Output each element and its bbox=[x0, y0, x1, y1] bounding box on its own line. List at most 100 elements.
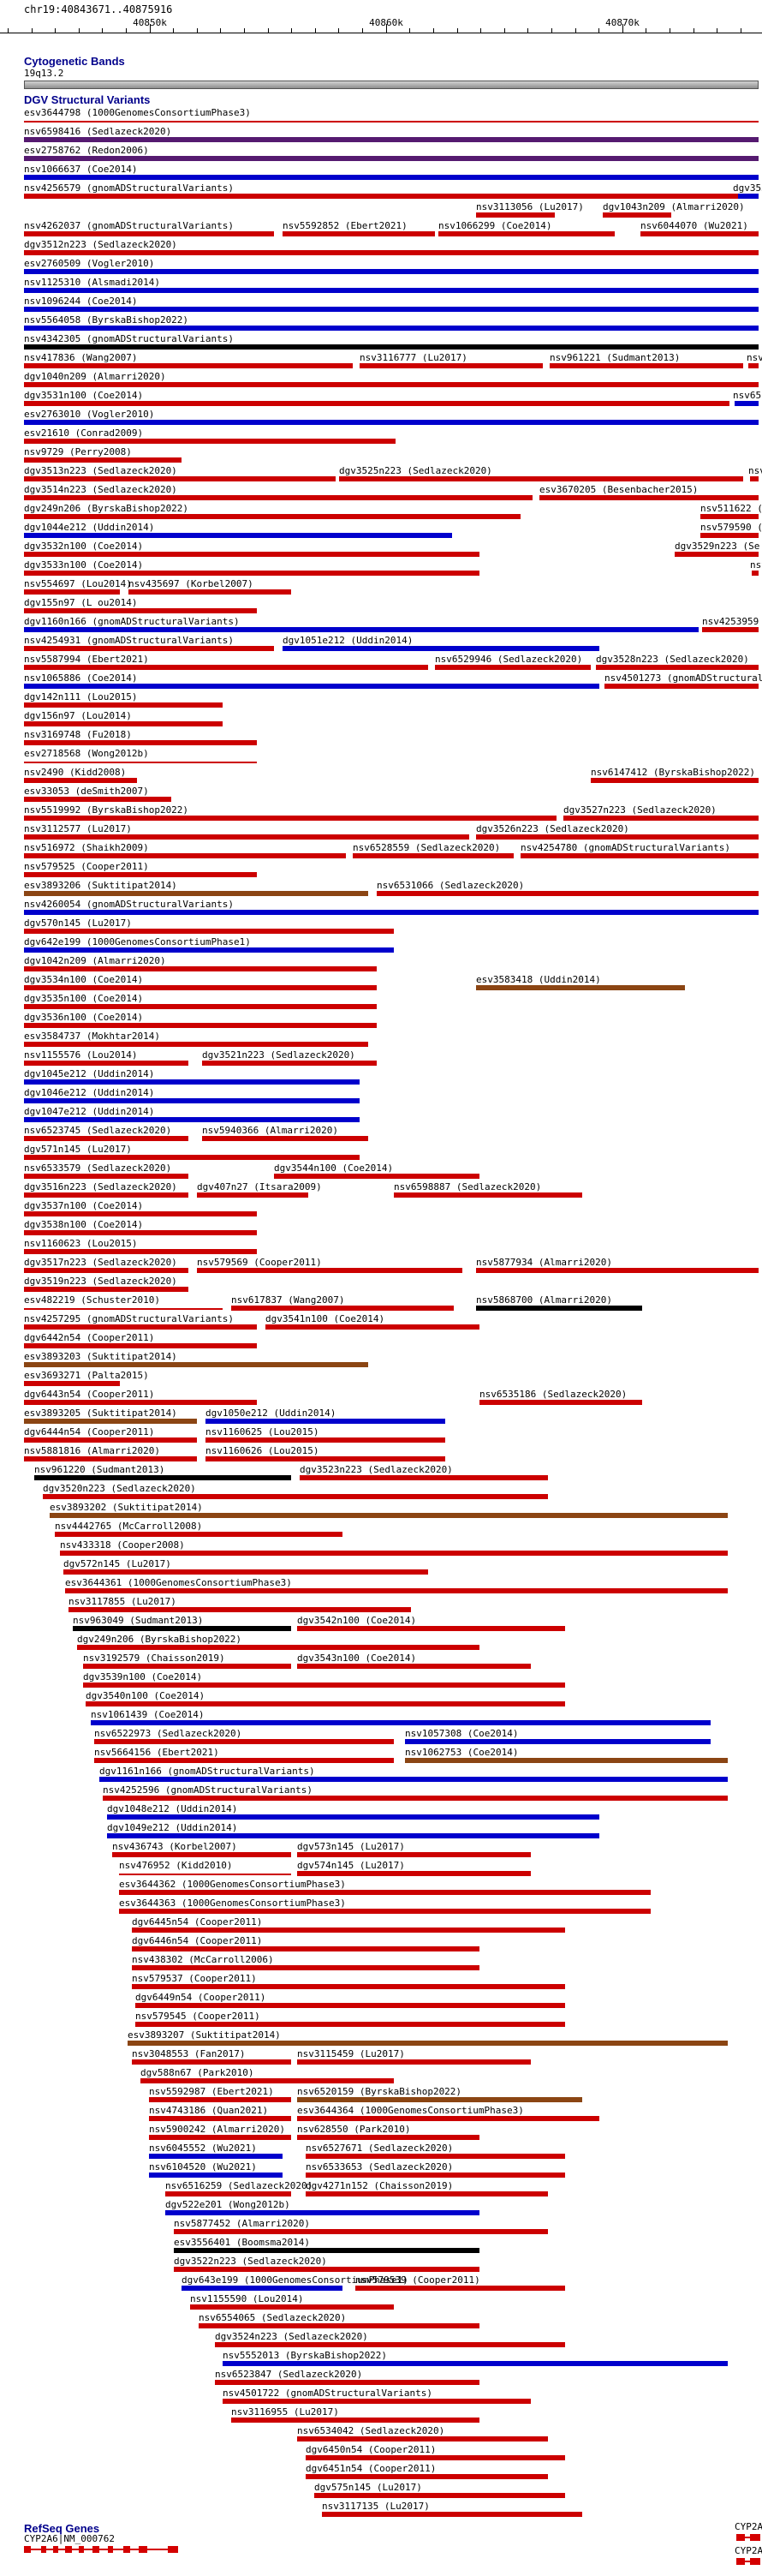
variant-label[interactable]: dgv249n206 (ByrskaBishop2022) bbox=[77, 1634, 242, 1645]
variant-label[interactable]: nsv1065886 (Coe2014) bbox=[24, 672, 138, 684]
variant-bar[interactable] bbox=[24, 307, 759, 312]
variant-bar[interactable] bbox=[223, 2399, 531, 2404]
variant-bar[interactable] bbox=[24, 1174, 188, 1179]
variant-bar[interactable] bbox=[149, 2173, 283, 2178]
variant-label[interactable]: dgv6445n54 (Cooper2011) bbox=[132, 1916, 263, 1928]
variant-label[interactable]: nsv4260054 (gnomADStructuralVariants) bbox=[24, 899, 235, 910]
variant-bar[interactable] bbox=[355, 2286, 565, 2291]
variant-bar[interactable] bbox=[563, 816, 759, 821]
variant-label[interactable]: dgv249n206 (ByrskaBishop2022) bbox=[24, 503, 189, 514]
variant-bar[interactable] bbox=[132, 2059, 291, 2065]
gene-glyph[interactable] bbox=[24, 2546, 178, 2553]
variant-label[interactable]: nsv651 bbox=[748, 465, 762, 476]
variant-bar[interactable] bbox=[83, 1664, 291, 1669]
variant-label[interactable]: dgv3544n100 (Coe2014) bbox=[274, 1162, 394, 1174]
variant-label[interactable]: esv3893207 (Suktitipat2014) bbox=[128, 2029, 281, 2041]
variant-bar[interactable] bbox=[353, 853, 514, 858]
variant-bar[interactable] bbox=[24, 797, 171, 802]
variant-label[interactable]: nsv579525 (Cooper2011) bbox=[24, 861, 149, 872]
variant-bar[interactable] bbox=[165, 2191, 291, 2196]
variant-label[interactable]: nsv1160626 (Lou2015) bbox=[205, 1445, 319, 1456]
variant-bar[interactable] bbox=[182, 2286, 342, 2291]
variant-label[interactable]: nsv435697 (Korbel2007) bbox=[128, 578, 253, 589]
variant-bar[interactable] bbox=[24, 495, 533, 500]
variant-label[interactable]: dgv6443n54 (Cooper2011) bbox=[24, 1389, 155, 1400]
variant-label[interactable]: dgv1160n166 (gnomADStructuralVariants) bbox=[24, 616, 240, 627]
variant-label[interactable]: dgv3528n223 (Sedlazeck2020) bbox=[596, 654, 749, 665]
variant-label[interactable]: nsv6527671 (Sedlazeck2020) bbox=[306, 2143, 454, 2154]
variant-bar[interactable] bbox=[65, 1588, 728, 1593]
variant-bar[interactable] bbox=[306, 2455, 565, 2460]
variant-label[interactable]: dgv3535n100 (Coe2014) bbox=[24, 993, 144, 1004]
variant-bar[interactable] bbox=[377, 891, 759, 896]
variant-label[interactable]: dgv3537n100 (Coe2014) bbox=[24, 1200, 144, 1211]
variant-label[interactable]: nsv579539 (Cooper2011) bbox=[355, 2274, 480, 2286]
variant-bar[interactable] bbox=[476, 1306, 642, 1311]
variant-bar[interactable] bbox=[205, 1456, 445, 1461]
variant-label[interactable]: nsv3169748 (Fu2018) bbox=[24, 729, 132, 740]
variant-bar[interactable] bbox=[339, 476, 743, 481]
variant-label[interactable]: dgv3534n100 (Coe2014) bbox=[24, 974, 144, 985]
variant-label[interactable]: nsv6045552 (Wu2021) bbox=[149, 2143, 257, 2154]
gene-label[interactable]: CYP2A7 bbox=[735, 2521, 762, 2532]
variant-bar[interactable] bbox=[24, 1362, 368, 1367]
variant-label[interactable]: dgv3524n223 (Sedlazeck2020) bbox=[215, 2331, 368, 2342]
variant-label[interactable]: dgv3543n100 (Coe2014) bbox=[297, 1653, 417, 1664]
variant-bar[interactable] bbox=[132, 1928, 565, 1933]
variant-label[interactable]: nsv1155576 (Lou2014) bbox=[24, 1049, 138, 1061]
variant-bar[interactable] bbox=[215, 2380, 479, 2385]
variant-label[interactable]: nsv4254780 (gnomADStructuralVariants) bbox=[521, 842, 731, 853]
variant-bar[interactable] bbox=[24, 1343, 257, 1348]
variant-label[interactable]: nsv6523745 (Sedlazeck2020) bbox=[24, 1125, 172, 1136]
variant-bar[interactable] bbox=[68, 1607, 411, 1612]
variant-label[interactable]: nsv554697 (Lou2014) bbox=[24, 578, 132, 589]
variant-bar[interactable] bbox=[140, 2078, 394, 2083]
variant-label[interactable]: nsv5881816 (Almarri2020) bbox=[24, 1445, 160, 1456]
variant-bar[interactable] bbox=[24, 872, 257, 877]
variant-label[interactable]: nsv6533579 (Sedlazeck2020) bbox=[24, 1162, 172, 1174]
variant-bar[interactable] bbox=[297, 2116, 599, 2121]
variant-label[interactable]: dgv3536n100 (Coe2014) bbox=[24, 1012, 144, 1023]
variant-label[interactable]: nsv1160625 (Lou2015) bbox=[205, 1426, 319, 1437]
variant-bar[interactable] bbox=[24, 1419, 197, 1424]
variant-label[interactable]: esv3893203 (Suktitipat2014) bbox=[24, 1351, 177, 1362]
variant-label[interactable]: dgv1051e212 (Uddin2014) bbox=[283, 635, 414, 646]
variant-label[interactable]: nsv1155590 (Lou2014) bbox=[190, 2293, 304, 2304]
variant-label[interactable]: nsv6523847 (Sedlazeck2020) bbox=[215, 2369, 363, 2380]
variant-label[interactable]: nsv9729 (Perry2008) bbox=[24, 446, 132, 457]
variant-bar[interactable] bbox=[24, 778, 137, 783]
variant-label[interactable]: dgv1047e212 (Uddin2014) bbox=[24, 1106, 155, 1117]
variant-bar[interactable] bbox=[24, 1211, 257, 1216]
variant-bar[interactable] bbox=[24, 1155, 360, 1160]
variant-bar[interactable] bbox=[476, 1268, 759, 1273]
variant-bar[interactable] bbox=[24, 533, 452, 538]
variant-bar[interactable] bbox=[24, 344, 759, 350]
variant-bar[interactable] bbox=[297, 2135, 479, 2140]
variant-label[interactable]: dgv571n145 (Lu2017) bbox=[24, 1144, 132, 1155]
variant-bar[interactable] bbox=[24, 269, 759, 274]
variant-bar[interactable] bbox=[297, 2097, 582, 2102]
variant-bar[interactable] bbox=[322, 2512, 582, 2517]
variant-bar[interactable] bbox=[73, 1626, 291, 1631]
variant-bar[interactable] bbox=[43, 1494, 548, 1499]
variant-label[interactable]: nsv1066637 (Coe2014) bbox=[24, 164, 138, 175]
variant-bar[interactable] bbox=[283, 231, 435, 236]
variant-bar[interactable] bbox=[297, 2059, 531, 2065]
variant-label[interactable]: nsv58 bbox=[750, 559, 762, 571]
variant-label[interactable]: dgv3541n100 (Coe2014) bbox=[265, 1313, 385, 1324]
variant-label[interactable]: dgv642e199 (1000GenomesConsortiumPhase1) bbox=[24, 936, 251, 947]
variant-label[interactable]: nsv628550 (Park2010) bbox=[297, 2124, 411, 2135]
variant-bar[interactable] bbox=[103, 1796, 728, 1801]
variant-label[interactable]: nsv5664156 (Ebert2021) bbox=[94, 1747, 219, 1758]
variant-label[interactable]: dgv6444n54 (Cooper2011) bbox=[24, 1426, 155, 1437]
variant-label[interactable]: nsv3115459 (Lu2017) bbox=[297, 2048, 405, 2059]
variant-label[interactable]: nsv5552013 (ByrskaBishop2022) bbox=[223, 2350, 388, 2361]
variant-bar[interactable] bbox=[24, 250, 759, 255]
variant-label[interactable]: nsv1125310 (Alsmadi2014) bbox=[24, 277, 160, 288]
variant-bar[interactable] bbox=[24, 476, 336, 481]
variant-bar[interactable] bbox=[24, 514, 521, 519]
variant-bar[interactable] bbox=[306, 2154, 565, 2159]
variant-bar[interactable] bbox=[119, 1909, 651, 1914]
variant-label[interactable]: nsv1061439 (Coe2014) bbox=[91, 1709, 205, 1720]
variant-bar[interactable] bbox=[24, 702, 223, 708]
